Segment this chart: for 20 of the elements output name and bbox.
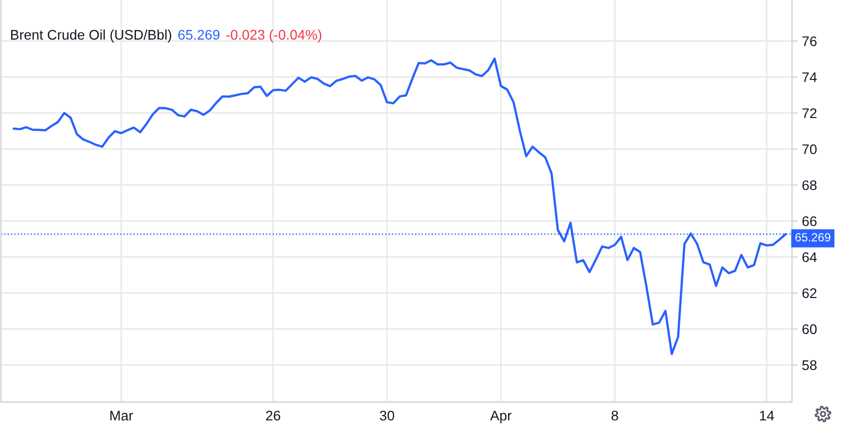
y-tick-label: 64 bbox=[802, 252, 817, 262]
x-tick-label: Mar bbox=[110, 410, 133, 421]
y-tick-label: 60 bbox=[802, 324, 817, 334]
y-tick-label: 76 bbox=[802, 36, 817, 46]
x-tick-label: 8 bbox=[612, 410, 618, 421]
y-tick-label: 72 bbox=[802, 108, 816, 118]
y-tick-label: 58 bbox=[802, 360, 817, 370]
y-tick-label: 62 bbox=[802, 288, 816, 298]
y-tick-label: 74 bbox=[802, 72, 817, 82]
x-tick-label: 26 bbox=[266, 410, 280, 421]
annotation: -0.023 (-0.04%) bbox=[226, 30, 322, 42]
y-tick-label: 70 bbox=[802, 144, 817, 154]
annotation: 65.269 bbox=[178, 30, 220, 40]
x-tick-label: 14 bbox=[760, 410, 774, 420]
text: Brent Crude Oil (USD/Bbl) bbox=[11, 30, 172, 42]
ref-line-label: 65.269 bbox=[795, 233, 830, 242]
x-tick-label: Apr bbox=[490, 410, 512, 424]
y-tick-label: 68 bbox=[802, 180, 817, 190]
x-tick-label: 30 bbox=[380, 410, 394, 421]
y-tick-label: 66 bbox=[802, 216, 817, 226]
